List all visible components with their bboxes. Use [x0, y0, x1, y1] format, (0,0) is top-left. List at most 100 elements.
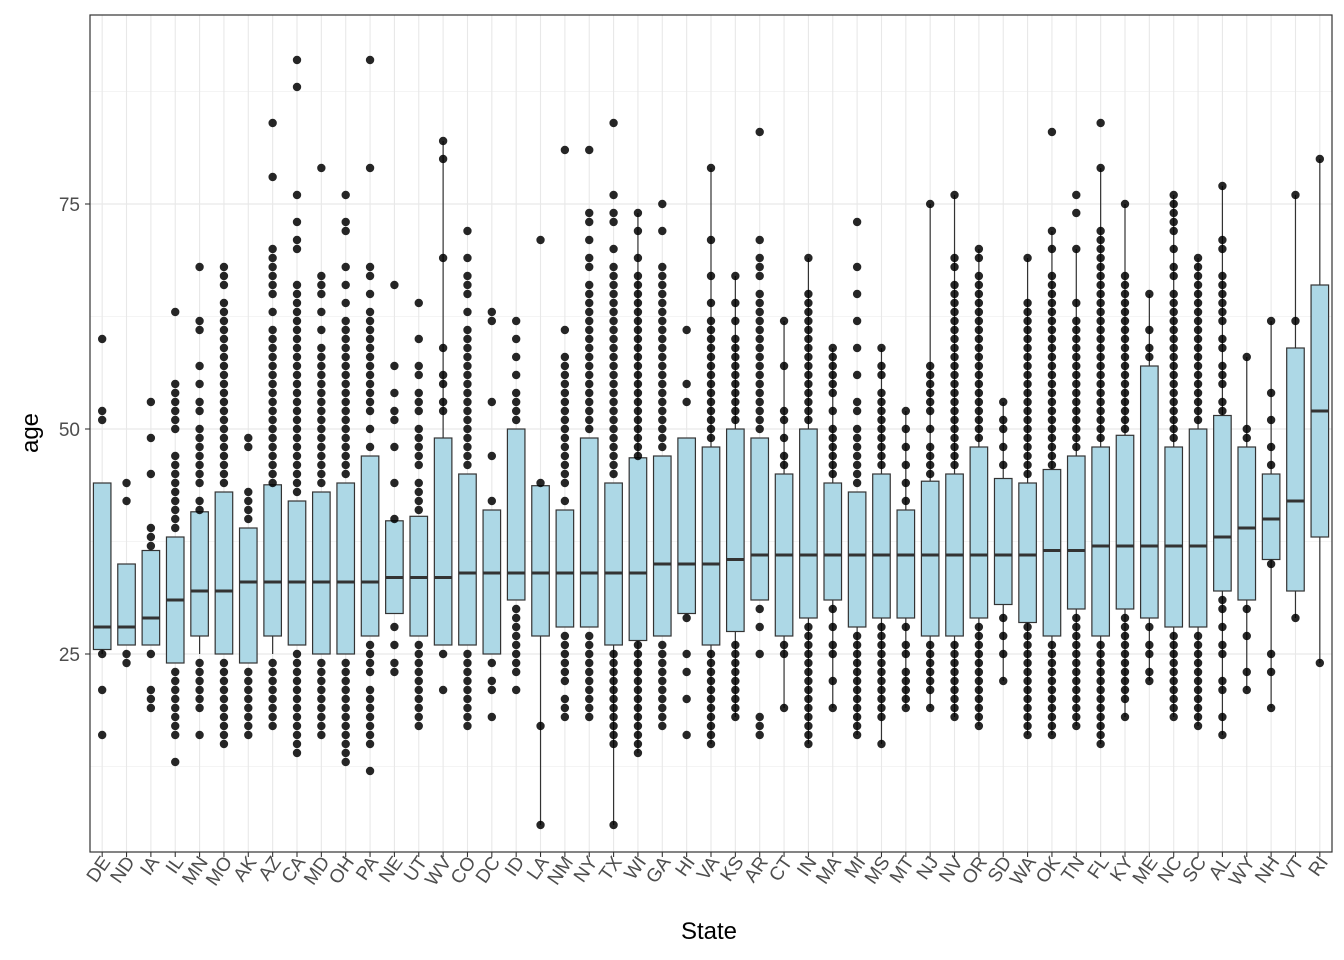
- outlier-point: [609, 379, 618, 389]
- outlier-point: [1266, 667, 1276, 677]
- outlier-point: [511, 388, 521, 398]
- outlier-point: [1072, 415, 1081, 425]
- outlier-point: [341, 667, 350, 677]
- outlier-point: [317, 352, 326, 362]
- outlier-point: [268, 667, 277, 677]
- outlier-point: [901, 703, 911, 713]
- outlier-point: [877, 658, 886, 668]
- outlier-point: [463, 271, 472, 281]
- outlier-point: [585, 289, 594, 299]
- outlier-point: [852, 649, 862, 659]
- outlier-point: [779, 361, 789, 371]
- outlier-point: [414, 685, 423, 695]
- outlier-point: [609, 424, 618, 434]
- outlier-point: [292, 55, 302, 65]
- outlier-point: [804, 307, 813, 317]
- outlier-point: [219, 460, 229, 470]
- outlier-point: [706, 298, 716, 308]
- outlier-point: [1291, 613, 1300, 623]
- outlier-point: [292, 460, 302, 470]
- outlier-point: [219, 325, 229, 335]
- outlier-point: [925, 460, 935, 470]
- outlier-point: [633, 361, 643, 371]
- outlier-point: [268, 370, 277, 380]
- outlier-point: [341, 694, 350, 704]
- outlier-point: [1315, 154, 1325, 164]
- outlier-point: [438, 685, 448, 695]
- outlier-point: [365, 397, 375, 407]
- outlier-point: [706, 721, 716, 731]
- outlier-point: [1169, 199, 1178, 209]
- outlier-point: [950, 379, 959, 389]
- outlier-point: [1023, 640, 1032, 650]
- x-tick-label: ND: [107, 853, 140, 888]
- box-HI: [677, 325, 697, 740]
- outlier-point: [511, 658, 521, 668]
- box-SD: [993, 397, 1013, 686]
- outlier-point: [804, 388, 813, 398]
- outlier-point: [560, 352, 570, 362]
- outlier-point: [658, 316, 667, 326]
- outlier-point: [950, 685, 959, 695]
- outlier-point: [390, 280, 399, 290]
- outlier-point: [1096, 388, 1105, 398]
- outlier-point: [658, 325, 667, 335]
- outlier-point: [171, 523, 180, 533]
- outlier-point: [171, 487, 180, 497]
- outlier-point: [779, 433, 789, 443]
- outlier-point: [658, 658, 667, 668]
- box-IN: [799, 253, 818, 749]
- outlier-point: [852, 442, 862, 452]
- outlier-point: [1120, 352, 1130, 362]
- outlier-point: [1145, 343, 1154, 353]
- outlier-point: [171, 451, 180, 461]
- outlier-point: [731, 370, 740, 380]
- outlier-point: [925, 667, 935, 677]
- outlier-point: [317, 730, 326, 740]
- outlier-point: [731, 685, 740, 695]
- outlier-point: [317, 163, 326, 173]
- outlier-point: [731, 415, 740, 425]
- outlier-point: [560, 424, 570, 434]
- outlier-point: [852, 676, 862, 686]
- outlier-point: [438, 406, 448, 416]
- outlier-point: [171, 379, 180, 389]
- outlier-point: [195, 730, 204, 740]
- outlier-point: [1218, 595, 1227, 605]
- outlier-point: [779, 460, 789, 470]
- box-KY: [1115, 199, 1135, 722]
- outlier-point: [804, 667, 813, 677]
- outlier-point: [609, 289, 618, 299]
- outlier-point: [268, 442, 277, 452]
- outlier-point: [171, 424, 180, 434]
- outlier-point: [658, 442, 667, 452]
- outlier-point: [1023, 649, 1032, 659]
- box-body: [1188, 428, 1208, 628]
- outlier-point: [195, 676, 204, 686]
- outlier-point: [244, 676, 253, 686]
- outlier-point: [585, 415, 594, 425]
- outlier-point: [731, 667, 740, 677]
- outlier-point: [171, 685, 180, 695]
- outlier-point: [901, 640, 911, 650]
- outlier-point: [317, 703, 326, 713]
- outlier-point: [244, 487, 253, 497]
- outlier-point: [950, 352, 959, 362]
- outlier-point: [852, 406, 862, 416]
- box-MN: [190, 262, 209, 740]
- outlier-point: [341, 316, 350, 326]
- outlier-point: [1120, 640, 1130, 650]
- outlier-point: [779, 415, 789, 425]
- box-body: [725, 428, 745, 633]
- outlier-point: [974, 433, 984, 443]
- outlier-point: [974, 685, 984, 695]
- outlier-point: [390, 667, 399, 677]
- outlier-point: [463, 361, 472, 371]
- outlier-point: [268, 244, 277, 254]
- outlier-point: [1145, 325, 1154, 335]
- outlier-point: [585, 703, 594, 713]
- outlier-point: [755, 352, 764, 362]
- outlier-point: [292, 82, 302, 92]
- outlier-point: [1120, 361, 1130, 371]
- outlier-point: [1291, 316, 1300, 326]
